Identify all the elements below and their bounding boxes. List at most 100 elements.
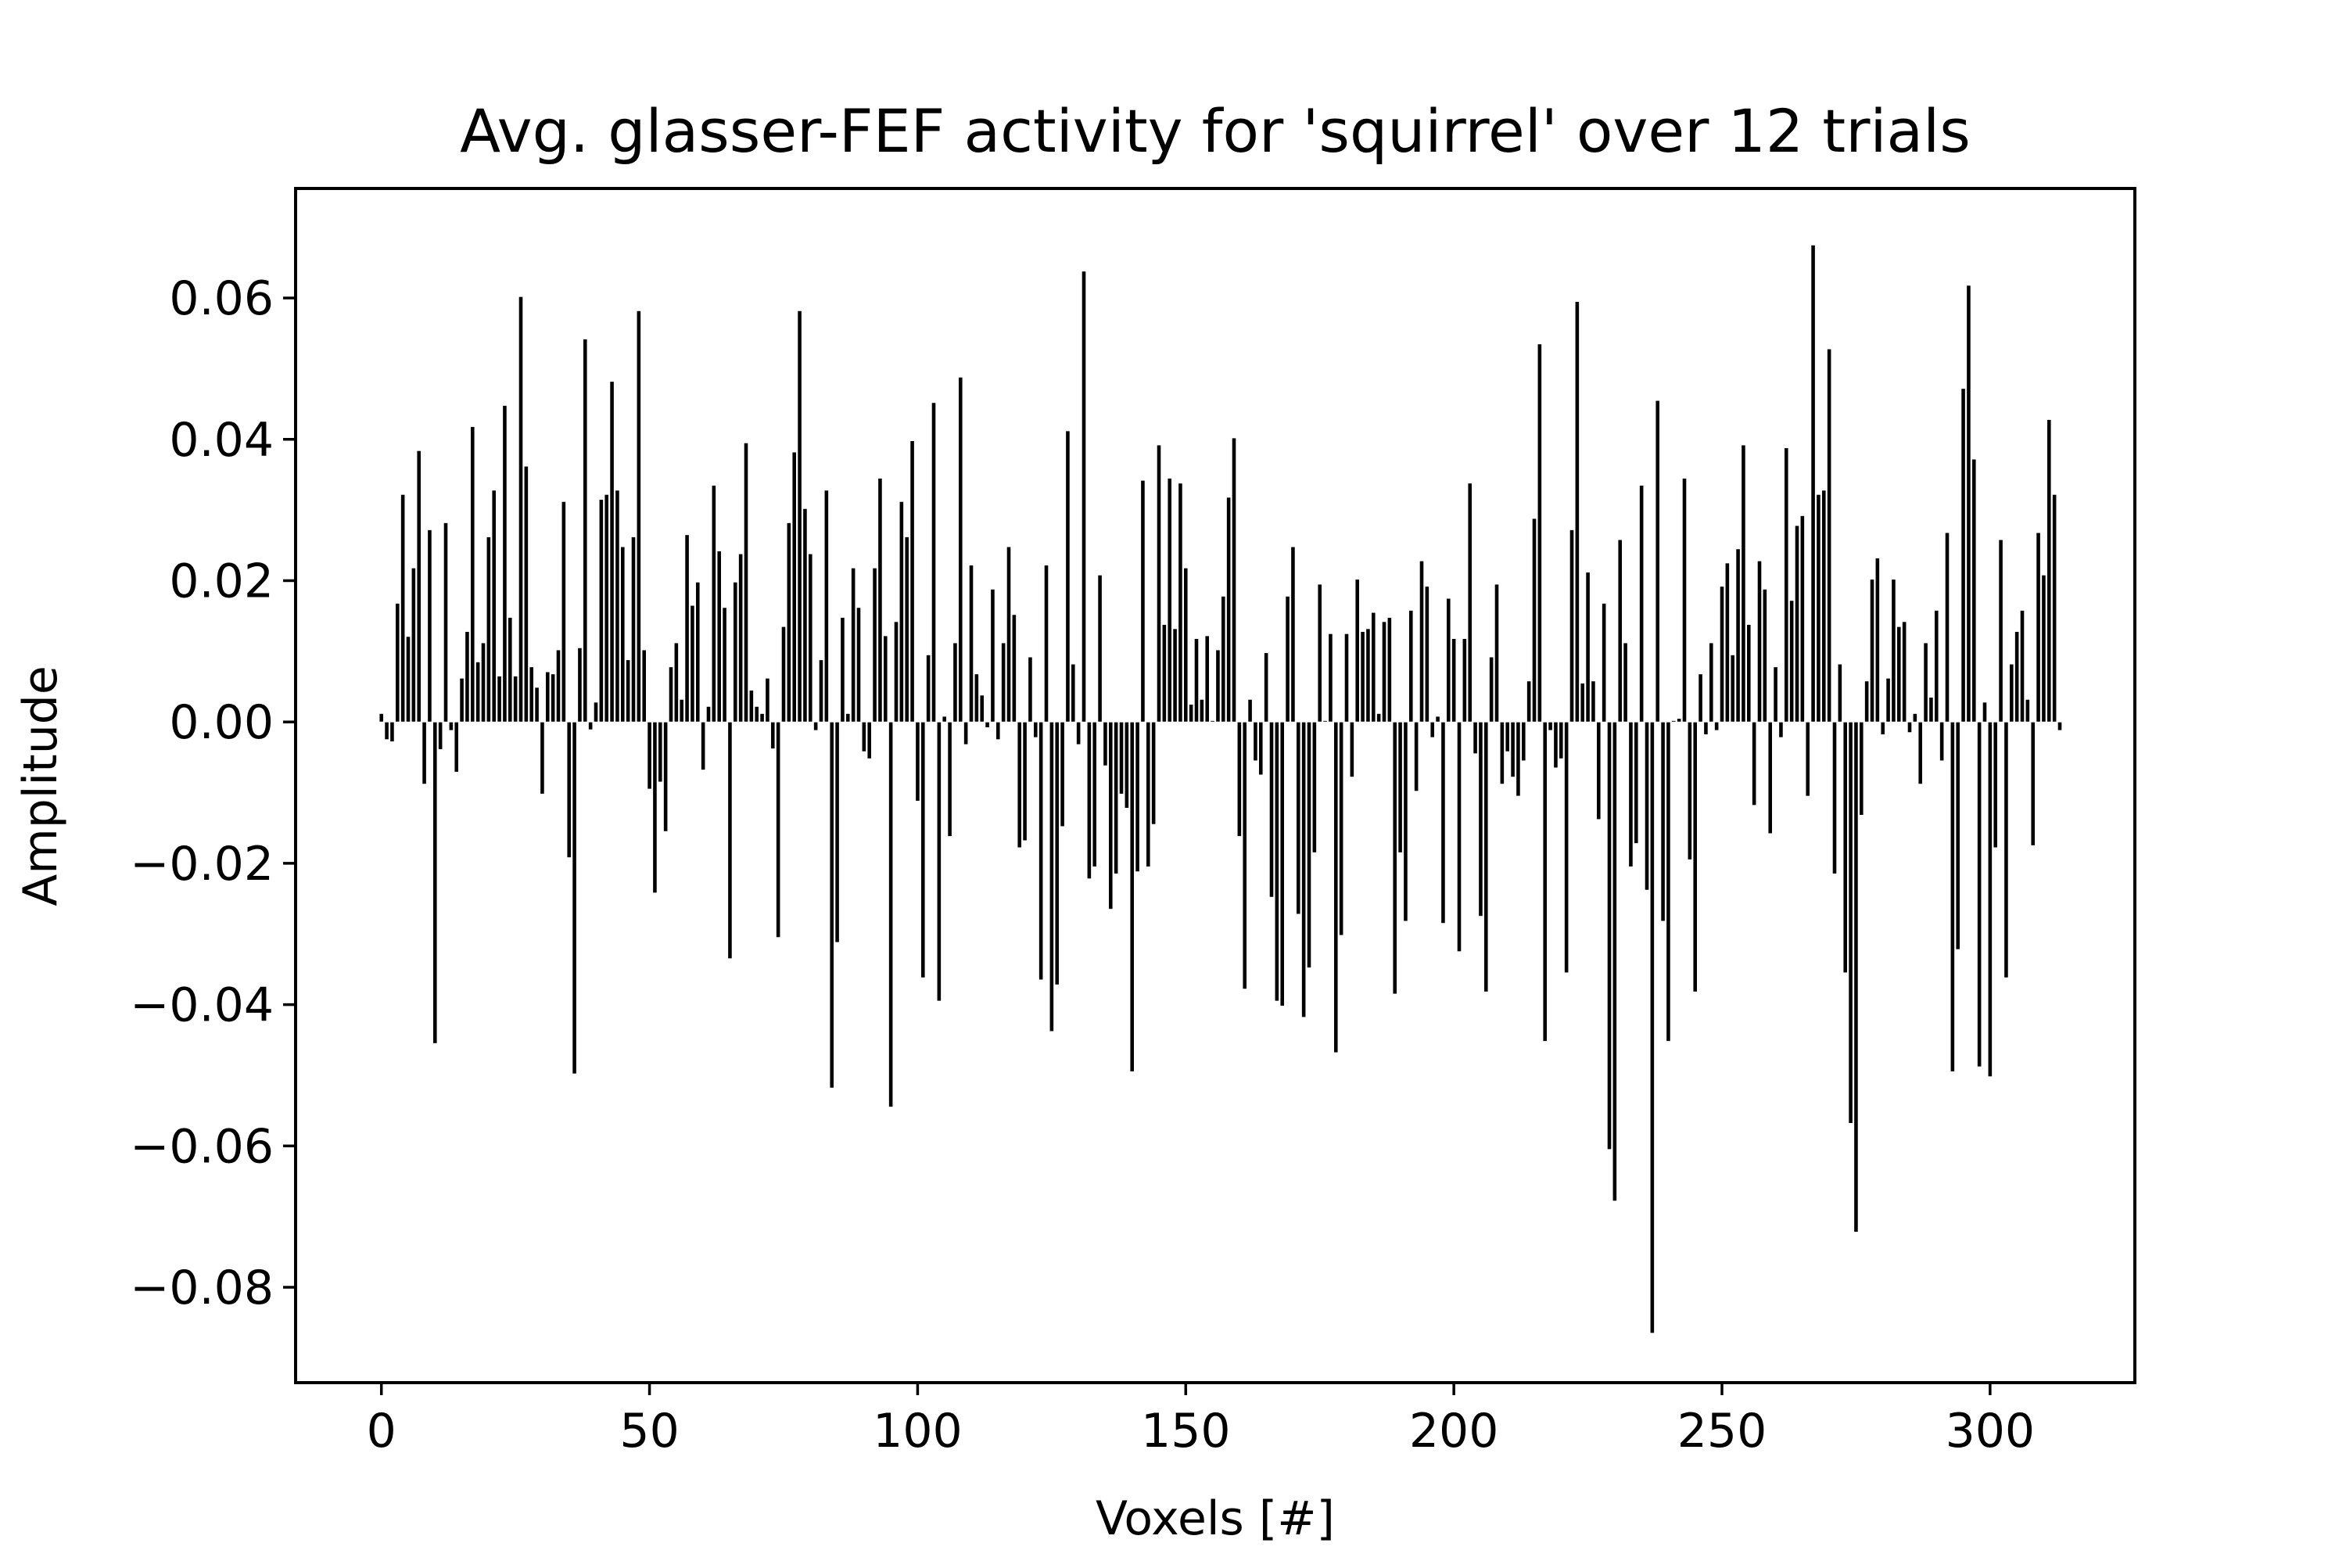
bar [609, 381, 615, 723]
bar [1338, 721, 1344, 936]
bar [711, 485, 717, 723]
bar [1124, 721, 1130, 809]
bar [1274, 721, 1280, 1002]
bar [1054, 721, 1060, 985]
bar [1300, 721, 1307, 1018]
bar [1794, 525, 1800, 723]
bar [2030, 721, 2036, 846]
bar [1917, 721, 1923, 785]
bar [512, 676, 518, 723]
bar [1129, 721, 1135, 1072]
chart-title: Avg. glasser-FEF activity for 'squirrel'… [460, 96, 1971, 166]
bar [845, 712, 851, 723]
bar [572, 721, 577, 1075]
bar [780, 626, 787, 723]
y-tick-label: −0.08 [130, 1261, 274, 1315]
bar [1451, 638, 1457, 723]
bar [931, 402, 937, 723]
bar [733, 581, 738, 723]
bar [1467, 483, 1473, 723]
bar [1247, 698, 1253, 723]
bar [523, 465, 529, 723]
bar [550, 673, 556, 723]
bar [1649, 721, 1655, 1334]
bar [1516, 721, 1521, 797]
bar [662, 721, 669, 832]
bar [1413, 721, 1419, 792]
bar [1118, 721, 1125, 795]
bar [818, 659, 824, 723]
bar [1371, 612, 1376, 723]
bar [1210, 719, 1215, 723]
bar [598, 499, 604, 723]
bar [2019, 609, 2025, 723]
bar [1939, 721, 1945, 762]
x-axis-label: Voxels [#] [1096, 1491, 1335, 1546]
bar [1006, 546, 1012, 723]
bar [1923, 642, 1928, 723]
bar [1548, 721, 1553, 731]
bar [1816, 493, 1821, 723]
bar [437, 721, 443, 750]
bar [1784, 447, 1789, 723]
bar [1826, 348, 1832, 723]
bar [1837, 663, 1843, 723]
bar [899, 501, 905, 723]
bar [834, 721, 840, 943]
bar [1741, 444, 1746, 723]
bar [1885, 677, 1891, 723]
bar [786, 522, 792, 723]
bar [872, 567, 877, 723]
bar [1204, 635, 1210, 723]
bar [765, 677, 770, 723]
bar [1569, 529, 1575, 723]
bar [1108, 721, 1114, 910]
bar [1521, 721, 1526, 762]
bar [1022, 721, 1028, 841]
bar [695, 581, 701, 723]
bar [1419, 560, 1425, 723]
bar [942, 716, 947, 723]
bar [1730, 654, 1735, 723]
bar [1874, 558, 1881, 723]
bar [1773, 666, 1778, 723]
bar [1805, 721, 1810, 797]
bar [384, 721, 389, 741]
bar [1376, 712, 1382, 723]
bar [1440, 721, 1446, 924]
bar [491, 490, 497, 723]
bar [502, 404, 508, 723]
bar [1778, 721, 1784, 738]
bar [555, 649, 561, 723]
bar [1623, 642, 1628, 723]
bar [1092, 721, 1097, 867]
bar [1193, 638, 1200, 723]
bar [1333, 721, 1339, 1053]
bar [1912, 712, 1918, 723]
bar [1075, 721, 1082, 745]
bar [850, 567, 856, 723]
bar [1231, 437, 1237, 723]
bar [427, 529, 432, 723]
bar [1601, 602, 1607, 723]
bar [1692, 721, 1698, 992]
bar [1638, 485, 1645, 723]
y-tick-label: 0.00 [169, 695, 274, 750]
bar [1934, 609, 1939, 723]
bar [759, 712, 765, 723]
bar [823, 490, 830, 723]
bar [1285, 595, 1290, 723]
bar [1559, 721, 1564, 759]
bar [1831, 721, 1838, 874]
bar [1172, 628, 1178, 723]
bar [1810, 244, 1816, 723]
bar [808, 553, 813, 723]
bar [1225, 497, 1232, 723]
bar [1591, 680, 1596, 723]
bar [395, 602, 400, 723]
bar [1617, 539, 1623, 723]
x-tick-label: 0 [367, 1404, 396, 1459]
bar [1966, 285, 1971, 723]
bar [583, 339, 588, 723]
bar [1000, 642, 1006, 723]
